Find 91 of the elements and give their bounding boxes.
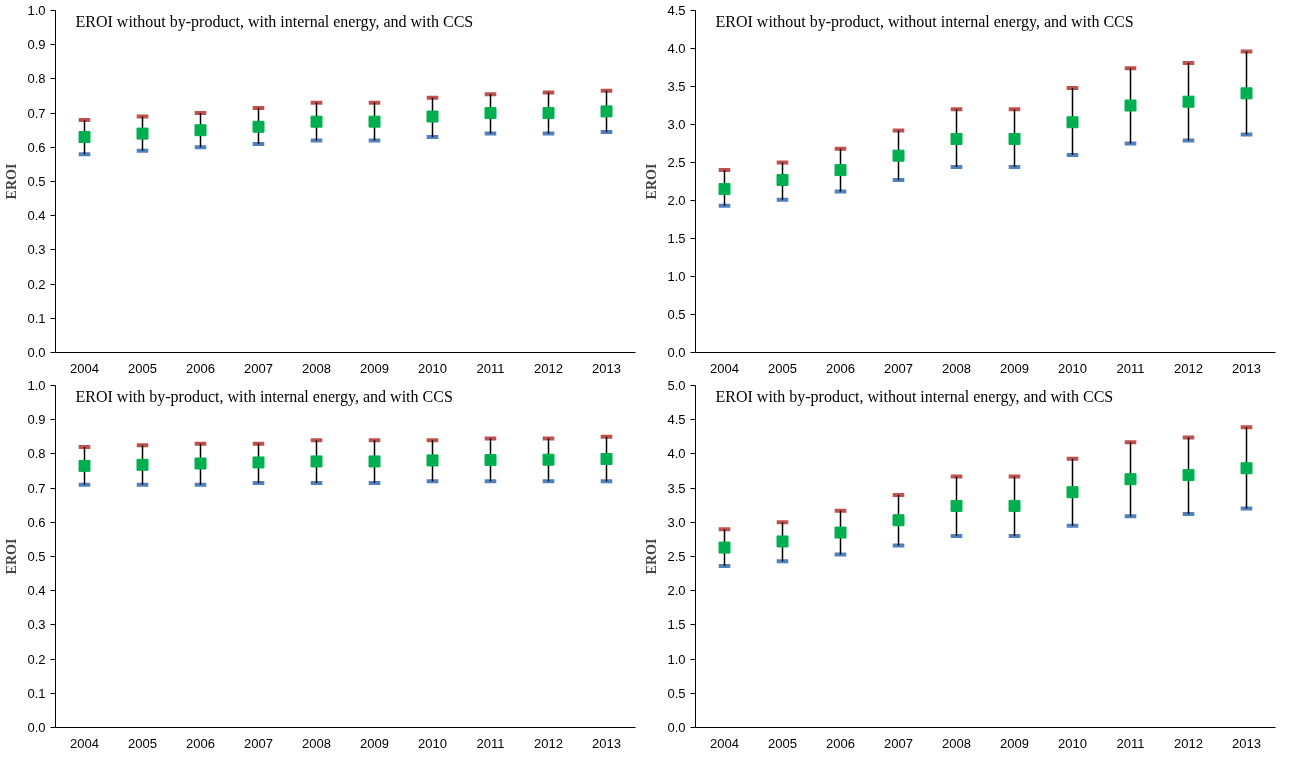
x-tick-label: 2012 xyxy=(534,735,563,751)
x-tick-label: 2006 xyxy=(826,735,855,751)
y-tick-label: 0.9 xyxy=(27,37,46,53)
y-tick-label: 0.6 xyxy=(27,514,46,530)
y-tick-label: 1.0 xyxy=(27,3,46,18)
x-tick-label: 2009 xyxy=(360,735,389,751)
y-axis-title: EROI xyxy=(4,163,20,200)
y-tick-label: 0.4 xyxy=(27,583,46,599)
y-tick-label: 3.0 xyxy=(667,514,686,530)
x-tick-label: 2006 xyxy=(186,360,215,376)
x-tick-label: 2008 xyxy=(302,360,331,376)
y-tick-label: 0.0 xyxy=(27,720,46,735)
x-tick-label: 2010 xyxy=(1058,735,1087,751)
y-tick-label: 0.7 xyxy=(27,105,46,121)
y-tick-label: 2.5 xyxy=(667,155,686,170)
x-tick-label: 2009 xyxy=(360,360,389,376)
y-axis-title: EROI xyxy=(4,538,20,575)
x-tick-label: 2008 xyxy=(942,735,971,751)
y-axis-title: EROI xyxy=(644,538,660,575)
x-tick-label: 2011 xyxy=(476,360,505,376)
x-tick-label: 2005 xyxy=(768,360,797,376)
x-tick-label: 2007 xyxy=(884,735,913,751)
y-tick-label: 0.3 xyxy=(27,617,46,633)
y-tick-label: 0.2 xyxy=(27,651,46,667)
y-tick-label: 0.9 xyxy=(27,412,46,428)
y-tick-label: 0.7 xyxy=(27,480,46,496)
x-tick-label: 2004 xyxy=(70,735,99,751)
x-tick-label: 2009 xyxy=(1000,735,1029,751)
x-tick-label: 2008 xyxy=(302,735,331,751)
y-tick-label: 0.5 xyxy=(27,174,46,189)
y-tick-label: 0.4 xyxy=(27,208,46,224)
y-tick-label: 0.0 xyxy=(667,720,686,735)
x-tick-label: 2012 xyxy=(534,360,563,376)
x-tick-label: 2007 xyxy=(244,360,273,376)
x-tick-label: 2007 xyxy=(244,735,273,751)
y-tick-label: 5.0 xyxy=(667,378,686,393)
x-tick-label: 2013 xyxy=(1232,360,1261,376)
x-tick-label: 2006 xyxy=(826,360,855,376)
y-tick-label: 1.0 xyxy=(667,269,686,284)
x-tick-label: 2013 xyxy=(592,360,621,376)
y-tick-label: 4.5 xyxy=(667,412,686,428)
y-tick-label: 0.2 xyxy=(27,276,46,292)
y-tick-label: 1.0 xyxy=(667,651,686,667)
chart-title: EROI without by-product, without internal energy, and with CCS xyxy=(715,12,1134,31)
y-tick-label: 4.0 xyxy=(667,41,686,56)
y-tick-label: 0.8 xyxy=(27,446,46,462)
y-tick-label: 0.6 xyxy=(27,139,46,155)
chart-title: EROI with by-product, with internal energy, and with CCS xyxy=(75,387,453,406)
y-tick-label: 0.5 xyxy=(667,307,686,322)
y-tick-label: 1.5 xyxy=(667,231,686,246)
y-tick-label: 0.0 xyxy=(27,345,46,360)
chart-title: EROI without by-product, with internal energy, and with CCS xyxy=(75,12,474,31)
y-tick-label: 2.5 xyxy=(667,549,686,564)
y-tick-label: 0.1 xyxy=(27,685,46,701)
x-tick-label: 2004 xyxy=(70,360,99,376)
y-tick-label: 3.5 xyxy=(667,480,686,496)
x-tick-label: 2010 xyxy=(418,360,447,376)
y-tick-label: 4.5 xyxy=(667,3,686,18)
y-tick-label: 0.1 xyxy=(27,310,46,326)
x-tick-label: 2009 xyxy=(1000,360,1029,376)
y-tick-label: 0.5 xyxy=(667,685,686,701)
y-tick-label: 3.0 xyxy=(667,117,686,132)
x-tick-label: 2010 xyxy=(418,735,447,751)
x-tick-label: 2010 xyxy=(1058,360,1087,376)
y-tick-label: 2.0 xyxy=(667,193,686,208)
x-tick-label: 2004 xyxy=(710,360,739,376)
x-tick-label: 2012 xyxy=(1174,360,1203,376)
x-tick-label: 2005 xyxy=(128,360,157,376)
x-tick-label: 2004 xyxy=(710,735,739,751)
y-tick-label: 4.0 xyxy=(667,446,686,462)
y-tick-label: 2.0 xyxy=(667,583,686,599)
x-tick-label: 2013 xyxy=(1232,735,1261,751)
y-tick-label: 1.0 xyxy=(27,378,46,393)
chart-title: EROI with by-product, without internal energy, and with CCS xyxy=(715,387,1114,406)
x-tick-label: 2005 xyxy=(128,735,157,751)
y-tick-label: 0.8 xyxy=(27,71,46,87)
y-tick-label: 1.5 xyxy=(667,617,686,633)
x-tick-label: 2006 xyxy=(186,735,215,751)
x-tick-label: 2011 xyxy=(476,735,505,751)
y-tick-label: 0.3 xyxy=(27,242,46,258)
x-tick-label: 2011 xyxy=(1116,735,1145,751)
y-tick-label: 3.5 xyxy=(667,79,686,94)
y-axis-title: EROI xyxy=(644,163,660,200)
y-tick-label: 0.0 xyxy=(667,345,686,360)
x-tick-label: 2011 xyxy=(1116,360,1145,376)
x-tick-label: 2013 xyxy=(592,735,621,751)
x-tick-label: 2005 xyxy=(768,735,797,751)
y-tick-label: 0.5 xyxy=(27,549,46,564)
x-tick-label: 2008 xyxy=(942,360,971,376)
x-tick-label: 2012 xyxy=(1174,735,1203,751)
x-tick-label: 2007 xyxy=(884,360,913,376)
